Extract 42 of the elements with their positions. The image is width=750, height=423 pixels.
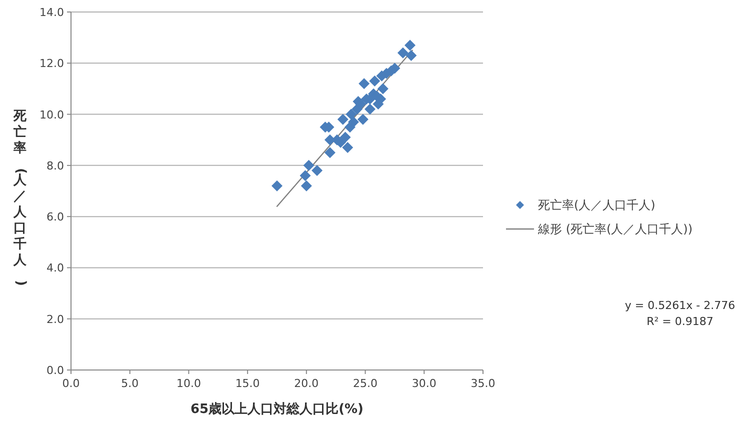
point: [342, 142, 354, 154]
point: [303, 160, 314, 171]
point: [377, 83, 388, 94]
point: [348, 116, 360, 128]
x-tick-label: 10.0: [176, 377, 201, 390]
point: [358, 78, 370, 90]
y-tick-label: 12.0: [40, 57, 64, 70]
y-tick-label: 2.0: [46, 312, 64, 326]
point: [364, 104, 376, 115]
x-tick-label: 0.0: [62, 377, 80, 390]
y-tick-label: 4.0: [46, 262, 64, 275]
x-axis-title: 65歳以上人口対総人口比(%): [190, 401, 364, 417]
point: [346, 108, 357, 120]
point: [272, 180, 282, 192]
x-tick-label: 30.0: [412, 377, 436, 390]
point: [406, 50, 417, 61]
text: 死亡率(人／人口千人): [13, 109, 28, 286]
x-tick-label: 15.0: [235, 377, 260, 390]
point: [357, 114, 368, 125]
point: [337, 114, 348, 125]
point: [300, 180, 312, 192]
y-tick-label: 8.0: [46, 159, 64, 172]
legend-label: 線形 (死亡率(人／人口千人)): [537, 222, 693, 236]
point: [312, 165, 323, 176]
legend-label: 死亡率(人／人口千人): [538, 198, 656, 212]
x-tick-label: 5.0: [121, 377, 139, 390]
point: [397, 47, 408, 58]
point: [355, 98, 366, 110]
x-tick-label: 25.0: [353, 377, 378, 390]
point: [369, 76, 380, 87]
point: [300, 170, 311, 182]
y-tick-label: 10.0: [40, 108, 64, 122]
point: [404, 40, 416, 51]
x-tick-label: 20.0: [294, 377, 319, 390]
y-tick-label: 14.0: [40, 6, 64, 19]
y-tick-label: 6.0: [46, 210, 64, 224]
text: y = 0.5261x - 2.776: [624, 299, 736, 312]
y-tick-label: 0.0: [46, 364, 64, 377]
point: [324, 147, 336, 158]
text: R² = 0.9187: [646, 315, 714, 328]
x-tick-label: 35.0: [470, 377, 496, 390]
point: [340, 132, 351, 143]
